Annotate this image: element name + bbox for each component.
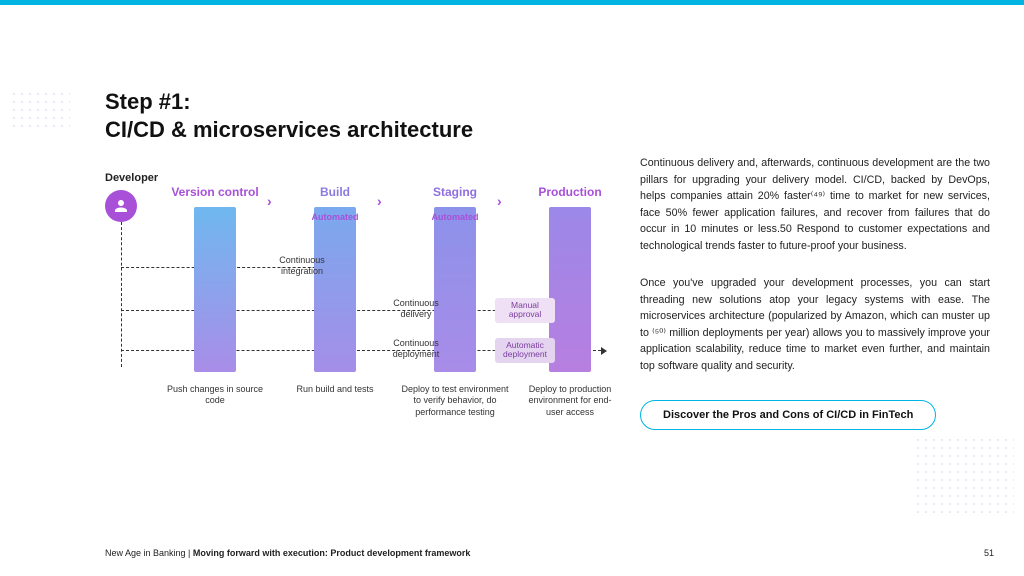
decorative-dots-top-left xyxy=(10,90,70,130)
side-label-cd: Continuous delivery xyxy=(386,298,446,320)
stage-header: Staging xyxy=(400,185,510,199)
title-line2: CI/CD & microservices architecture xyxy=(105,117,473,142)
footer-text: New Age in Banking | Moving forward with… xyxy=(105,548,470,558)
developer-avatar-icon xyxy=(105,190,137,222)
page-title: Step #1: CI/CD & microservices architect… xyxy=(105,88,473,143)
automated-label: Automated xyxy=(312,212,359,222)
stage-caption: Push changes in source code xyxy=(160,384,270,407)
automated-label: Automated xyxy=(432,212,479,222)
stage-caption: Deploy to production environment for end… xyxy=(520,384,620,418)
discover-cta-button[interactable]: Discover the Pros and Cons of CI/CD in F… xyxy=(640,400,936,430)
developer-label: Developer xyxy=(105,172,158,184)
vertical-dash-line xyxy=(121,222,122,367)
stage-header: Production xyxy=(520,185,620,199)
stage-build: Build Automated Continuous integration R… xyxy=(280,185,390,395)
stage-bar xyxy=(549,207,591,372)
pill-manual-approval: Manual approval xyxy=(495,298,555,323)
side-label-cdep: Continuous deployment xyxy=(386,338,446,360)
body-paragraph-2: Once you've upgraded your development pr… xyxy=(640,275,990,374)
body-paragraph-1: Continuous delivery and, afterwards, con… xyxy=(640,155,990,254)
side-label-ci: Continuous integration xyxy=(272,255,332,277)
footer-bold: Moving forward with execution: Product d… xyxy=(193,548,471,558)
pill-automatic-deployment: Automatic deployment xyxy=(495,338,555,363)
cicd-diagram: › › › Version control Push changes in so… xyxy=(105,185,615,445)
page-footer: New Age in Banking | Moving forward with… xyxy=(105,548,994,558)
stage-caption: Run build and tests xyxy=(280,384,390,395)
stage-version: Version control Push changes in source c… xyxy=(160,185,270,407)
page-number: 51 xyxy=(984,548,994,558)
stage-staging: Staging Automated Continuous delivery Co… xyxy=(400,185,510,418)
stage-production: Production Manual approval Automatic dep… xyxy=(520,185,620,418)
stage-caption: Deploy to test environment to verify beh… xyxy=(400,384,510,418)
title-line1: Step #1: xyxy=(105,89,191,114)
decorative-dots-bottom-right xyxy=(914,436,1014,516)
footer-plain: New Age in Banking | xyxy=(105,548,193,558)
stage-header: Build xyxy=(280,185,390,199)
top-accent-bar xyxy=(0,0,1024,5)
stage-bar: Automated xyxy=(314,207,356,372)
stage-bar xyxy=(194,207,236,372)
stage-header: Version control xyxy=(160,185,270,199)
